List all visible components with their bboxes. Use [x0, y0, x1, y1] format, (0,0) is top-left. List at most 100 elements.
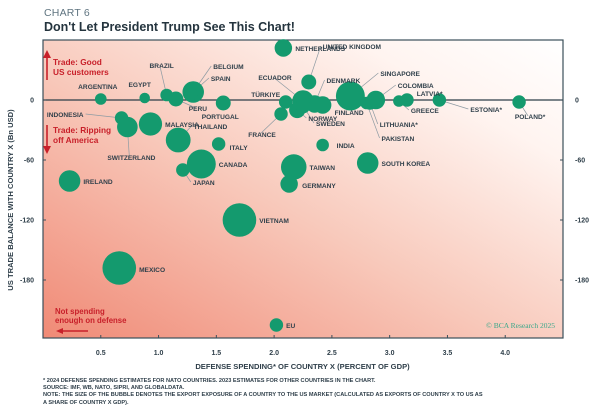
- bubble-t-rkiye: [278, 95, 293, 109]
- bubble-france: [274, 107, 288, 121]
- bubble-sweden: [295, 98, 311, 114]
- bubble-peru: [168, 91, 184, 107]
- plot-border: [42, 39, 564, 339]
- y-tick-label-right: 0: [575, 98, 579, 105]
- left-arrow-head-icon: [56, 328, 63, 334]
- bubble-label-egypt: EGYPT: [129, 82, 151, 89]
- bubble-canada: [186, 149, 216, 179]
- bubble-label-taiwan: TAIWAN: [310, 165, 336, 172]
- bubble-label-india: INDIA: [337, 143, 355, 150]
- bubble-label-canada: CANADA: [219, 162, 248, 169]
- y-tick-label-left: -120: [20, 218, 34, 225]
- x-tick-label: 1.5: [211, 350, 221, 357]
- bubble-egypt: [139, 92, 150, 104]
- bubble-italy: [211, 137, 226, 151]
- bubble-label-eu: EU: [286, 323, 295, 330]
- chart-title: Don't Let President Trump See This Chart…: [44, 20, 295, 34]
- x-tick-label: 0.5: [96, 350, 106, 357]
- bubble-label-norway: NORWAY: [308, 116, 338, 123]
- bubble-label-brazil: BRAZIL: [150, 63, 174, 70]
- y-tick-label-left: 0: [30, 98, 34, 105]
- bubble-label-belgium: BELGIUM: [213, 64, 244, 71]
- bubble-label-peru: PERU: [189, 106, 208, 113]
- annotation-trade-good: Trade: Good: [53, 57, 102, 67]
- bubble-label-colombia: COLOMBIA: [398, 83, 434, 90]
- bubble-label-t-rkiye: TÜRKIYE: [251, 90, 281, 99]
- bubble-estonia: [432, 93, 447, 107]
- footnote-estimates: * 2024 DEFENSE SPENDING ESTIMATES FOR NA…: [43, 378, 376, 384]
- bubble-label-finland: FINLAND: [335, 110, 364, 117]
- chart-kicker: CHART 6: [44, 7, 90, 19]
- bubble-pakistan: [360, 96, 373, 110]
- bubble-label-pakistan: PAKISTAN: [382, 136, 415, 143]
- bubble-mexico: [102, 251, 137, 285]
- x-tick-label: 4.0: [500, 350, 510, 357]
- bubble-united-kingdom: [301, 74, 317, 90]
- x-tick-label: 3.0: [385, 350, 395, 357]
- bubble-poland: [512, 95, 526, 109]
- bubble-label-south-korea: SOUTH KOREA: [381, 161, 430, 168]
- y-tick-label-left: -180: [20, 278, 34, 285]
- down-arrow-head-icon: [43, 146, 51, 154]
- footnote-source: SOURCE: IMF, WB, NATO, SIPRI, AND GLOBAL…: [43, 385, 185, 392]
- bubble-singapore: [335, 81, 365, 111]
- annotation-trade-ripping: Trade: Ripping: [53, 125, 111, 135]
- axes: 0.5 1.0 1.5 2.0 2.5 3.0 3.5 4.0 0 0 -60 -60 -120 -120…: [20, 98, 589, 358]
- bubble-label-netherlands: NETHERLANDS: [295, 46, 345, 53]
- bubble-label-latvia: LATVIA*: [417, 91, 443, 98]
- y-axis-label: US TRADE BALANCE WITH COUNTRY X (Bn USD): [6, 109, 15, 291]
- bubble-label-ecuador: ECUADOR: [258, 75, 292, 82]
- bubble-label-lithuania: LITHUANIA*: [380, 122, 419, 129]
- x-axis-label: DEFENSE SPENDING* OF COUNTRY X (PERCENT …: [195, 362, 410, 371]
- bubble-label-switzerland: SWITZERLAND: [107, 155, 155, 162]
- y-tick-label-left: -60: [24, 158, 34, 165]
- footnote-note: NOTE: THE SIZE OF THE BUBBLE DENOTES THE…: [43, 392, 483, 399]
- bubble-label-poland: POLAND*: [515, 114, 546, 121]
- bubble-label-united-kingdom: UNITED KINGDOM: [323, 44, 382, 51]
- copyright-text: © BCA Research 2025: [486, 321, 555, 330]
- bubble-label-vietnam: VIETNAM: [259, 218, 289, 225]
- bubble-malaysia: [138, 112, 163, 136]
- bubble-label-italy: ITALY: [230, 145, 249, 152]
- bubble-finland: [313, 96, 332, 114]
- bubble-label-denmark: DENMARK: [327, 78, 361, 85]
- bubble-south-korea: [356, 152, 379, 174]
- up-arrow-head-icon: [43, 50, 51, 58]
- annotation-enough-defense: enough on defense: [55, 316, 127, 325]
- annotation-off-america: off America: [53, 135, 99, 145]
- bubble-japan: [176, 163, 190, 177]
- bubble-label-sweden: SWEDEN: [316, 121, 345, 128]
- bubble-label-argentina: ARGENTINA: [78, 84, 117, 91]
- x-tick-label: 2.0: [269, 350, 279, 357]
- bubble-label-estonia: ESTONIA*: [470, 107, 502, 114]
- bubble-label-japan: JAPAN: [193, 180, 215, 187]
- bubble-ireland: [58, 170, 81, 192]
- bubble-label-malaysia: MALAYSIA: [165, 122, 199, 129]
- bubble-eu: [269, 318, 284, 332]
- bubble-label-mexico: MEXICO: [139, 267, 165, 274]
- y-tick-label-right: -60: [575, 158, 585, 165]
- bubble-spain: [184, 87, 198, 101]
- y-tick-label-right: -180: [575, 278, 589, 285]
- bubble-label-thailand: THAILAND: [194, 124, 228, 131]
- bubble-label-spain: SPAIN: [211, 76, 231, 83]
- bubble-greece: [393, 95, 405, 107]
- bubble-label-portugal: PORTUGAL: [202, 114, 239, 121]
- footnote-note-cont: A SHARE OF COUNTRY X GDP).: [43, 399, 129, 406]
- bubble-vietnam: [222, 203, 257, 237]
- bubble-taiwan: [280, 154, 307, 180]
- bubble-label-ireland: IRELAND: [83, 179, 113, 186]
- bubble-labels: NETHERLANDS ARGENTINA EGYPT BRAZIL PERU BELGI…: [47, 44, 546, 330]
- bubble-thailand: [165, 127, 191, 153]
- footnotes: * 2024 DEFENSE SPENDING ESTIMATES FOR NA…: [43, 378, 598, 407]
- annotation-not-spending: Not spending: [55, 307, 105, 316]
- bubble-germany: [280, 175, 298, 193]
- bubble-argentina: [94, 93, 107, 105]
- y-tick-label-right: -120: [575, 218, 589, 225]
- x-tick-label: 3.5: [443, 350, 453, 357]
- bubble-portugal: [215, 95, 231, 111]
- bubbles: [58, 39, 526, 332]
- bubble-label-greece: GREECE: [411, 108, 439, 115]
